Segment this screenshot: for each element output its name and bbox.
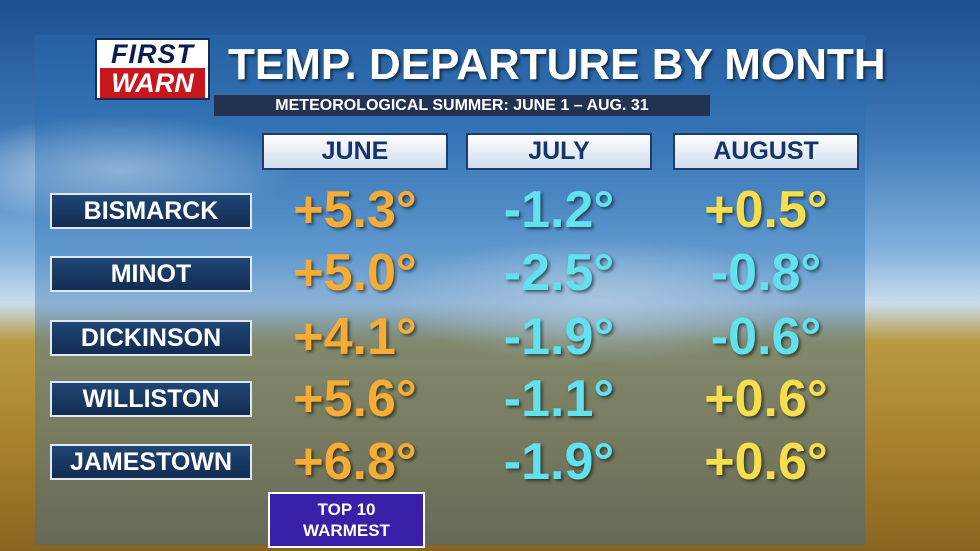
column-header: JUNE (262, 133, 448, 170)
row-label: WILLISTON (50, 381, 252, 417)
cell: -1.9° (503, 308, 615, 366)
row-label: JAMESTOWN (50, 444, 252, 480)
cell: +5.6° (293, 370, 417, 428)
cell: -2.5° (503, 244, 615, 302)
logo-line: WARN (100, 68, 205, 98)
cell: -1.1° (503, 370, 615, 428)
badge-line: WARMEST (303, 521, 390, 540)
cell: -0.6° (710, 308, 822, 366)
column-header: AUGUST (673, 133, 859, 170)
badge: TOP 10 WARMEST (268, 492, 425, 548)
cell: -1.2° (503, 181, 615, 239)
title: TEMP. DEPARTURE BY MONTH (228, 40, 886, 89)
logo: FIRST WARN (95, 38, 210, 100)
cell: +6.8° (293, 433, 417, 491)
cell: +0.5° (704, 181, 828, 239)
cell: +4.1° (293, 308, 417, 366)
column-header: JULY (466, 133, 652, 170)
badge-line: TOP 10 (317, 500, 376, 519)
row-label: MINOT (50, 256, 252, 292)
cell: +0.6° (704, 433, 828, 491)
row-label: DICKINSON (50, 320, 252, 356)
cell: +5.0° (293, 244, 417, 302)
subtitle: METEOROLOGICAL SUMMER: JUNE 1 – AUG. 31 (214, 95, 710, 116)
cell: +0.6° (704, 370, 828, 428)
cell: -0.8° (710, 244, 822, 302)
logo-line: FIRST (111, 39, 194, 69)
cell: +5.3° (293, 181, 417, 239)
cell: -1.9° (503, 433, 615, 491)
row-label: BISMARCK (50, 193, 252, 229)
